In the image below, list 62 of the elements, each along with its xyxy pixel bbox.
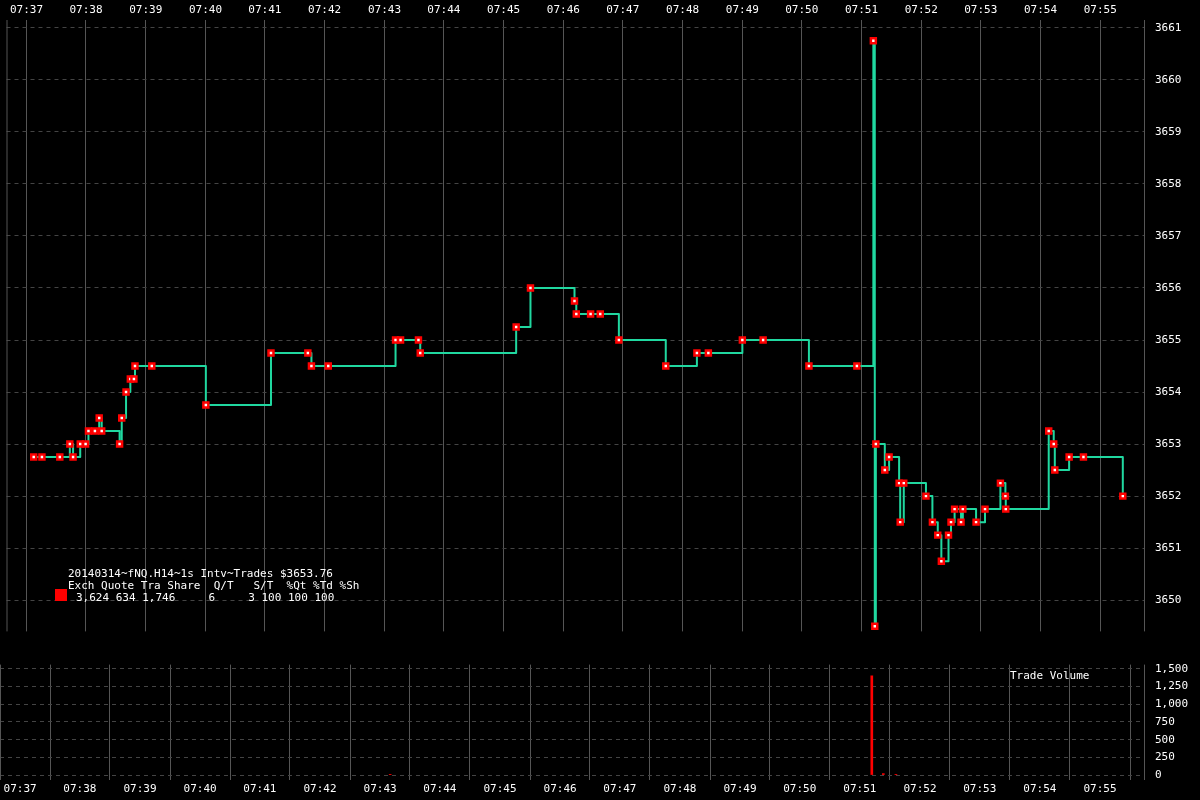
y-tick-label: 1,250: [1155, 679, 1189, 693]
x-tick-label: 07:51: [844, 3, 879, 17]
annotation: 20140314~fNQ.H14~1s Intv~Trades $3653.76: [68, 566, 333, 580]
x-tick-label: 07:43: [367, 3, 402, 17]
x-tick-label: 07:52: [903, 782, 937, 796]
y-tick-label: 1,000: [1155, 697, 1189, 711]
y-tick-label: 3654: [1155, 384, 1182, 398]
y-tick-label: 3650: [1155, 593, 1182, 607]
y-tick-label: 3658: [1155, 176, 1182, 190]
x-tick-label: 07:39: [129, 3, 163, 17]
x-tick-label: 07:46: [546, 3, 580, 17]
x-tick-label: 07:48: [666, 3, 700, 17]
y-tick-label: 3652: [1155, 488, 1182, 502]
x-tick-label: 07:51: [843, 782, 877, 796]
x-tick-label: 07:38: [69, 3, 103, 17]
x-tick-label: 07:55: [1083, 3, 1117, 17]
y-tick-label: 3656: [1155, 280, 1182, 294]
x-tick-label: 07:47: [603, 782, 637, 796]
x-tick-label: 07:42: [308, 3, 342, 17]
x-tick-label: 07:49: [725, 3, 759, 17]
y-tick-label: 500: [1155, 732, 1175, 746]
y-tick-label: 0: [1155, 767, 1162, 781]
y-tick-label: 1,500: [1155, 661, 1189, 675]
x-tick-label: 07:44: [423, 782, 457, 796]
y-tick-label: 3657: [1155, 228, 1182, 242]
x-tick-label: 07:39: [123, 782, 157, 796]
x-tick-label: 07:49: [723, 782, 757, 796]
y-tick-label: 3659: [1155, 124, 1182, 138]
x-tick-label: 07:54: [1023, 3, 1058, 17]
x-tick-label: 07:50: [783, 782, 817, 796]
x-tick-label: 07:45: [487, 3, 521, 17]
y-tick-label: 3655: [1155, 332, 1182, 346]
x-tick-label: 07:52: [904, 3, 938, 17]
x-tick-label: 07:53: [964, 3, 998, 17]
x-tick-label: 07:47: [606, 3, 640, 17]
x-tick-label: 07:43: [363, 782, 397, 796]
x-tick-label: 07:37: [3, 782, 37, 796]
x-tick-label: 07:44: [427, 3, 461, 17]
x-tick-label: 07:45: [483, 782, 517, 796]
x-tick-label: 07:50: [785, 3, 819, 17]
annotation: Exch Quote Tra Share Q/T S/T %Qt %Td %Sh: [68, 578, 360, 592]
x-tick-label: 07:42: [303, 782, 337, 796]
x-tick-label: 07:55: [1083, 782, 1117, 796]
x-tick-label: 07:48: [663, 782, 697, 796]
y-tick-label: 750: [1155, 714, 1175, 728]
x-tick-label: 07:41: [248, 3, 282, 17]
annotation: Trade Volume: [1010, 669, 1090, 683]
x-tick-label: 07:54: [1023, 782, 1057, 796]
x-tick-label: 07:38: [63, 782, 97, 796]
x-tick-label: 07:46: [543, 782, 577, 796]
y-tick-label: 3660: [1155, 72, 1182, 86]
x-tick-label: 07:40: [183, 782, 217, 796]
y-tick-label: 3661: [1155, 20, 1182, 34]
bar: [870, 675, 874, 775]
annotation: 3,624 634 1,746 6 3 100 100 100: [76, 590, 335, 604]
x-tick-label: 07:37: [9, 3, 44, 17]
y-tick-label: 3653: [1155, 436, 1182, 450]
y-tick-label: 3651: [1155, 541, 1182, 554]
x-tick-label: 07:40: [188, 3, 223, 17]
x-tick-label: 07:41: [243, 782, 277, 796]
y-tick-label: 250: [1155, 750, 1175, 764]
x-tick-label: 07:53: [963, 782, 997, 796]
